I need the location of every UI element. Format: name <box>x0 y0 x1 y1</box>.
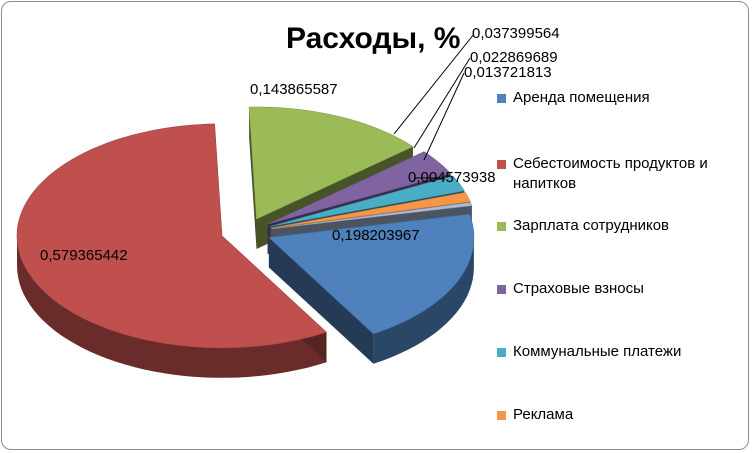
leader-line-insurance <box>393 33 475 135</box>
legend-label: Аренда помещения <box>513 89 650 106</box>
data-label-utilities: 0,022869689 <box>470 49 558 66</box>
legend-swatch <box>497 411 506 420</box>
data-label-insurance: 0,037399564 <box>472 25 560 42</box>
data-label-salaries: 0,143865587 <box>250 81 338 98</box>
legend-swatch <box>497 348 506 357</box>
pie-slice-utilities <box>269 175 465 227</box>
pie-slice-advertising <box>270 192 471 229</box>
pie-slice-cost-of-goods <box>16 123 328 349</box>
pie-edge-rent <box>268 237 374 364</box>
leader-line-advertising <box>423 72 465 161</box>
leader-lines <box>393 33 475 179</box>
pie-side-cost-of-goods <box>17 235 327 378</box>
legend-label: Себестоимость продуктов и напитков <box>513 155 708 192</box>
pie-slice-salaries <box>248 106 414 220</box>
data-label-rent: 0,198203967 <box>332 227 420 244</box>
legend-swatch <box>497 160 506 169</box>
data-labels: 0,198203967 0,579365442 0,143865587 0,03739… <box>40 25 560 264</box>
legend-label: Реклама <box>513 406 574 423</box>
data-label-other: 0,004573938 <box>408 169 496 186</box>
legend-label: Страховые взносы <box>513 280 644 297</box>
pie-slice-rent <box>268 213 475 335</box>
legend-label: Коммунальные платежи <box>513 343 682 360</box>
legend-swatch <box>497 222 506 231</box>
leader-line-utilities <box>413 57 471 149</box>
pie-slice-other <box>271 202 473 230</box>
legend-label: Зарплата сотрудников <box>513 217 670 234</box>
legend-swatch <box>497 94 506 103</box>
data-label-advertising: 0,013721813 <box>464 64 552 81</box>
pie-tops <box>16 106 475 349</box>
legend-swatch <box>497 285 506 294</box>
data-label-cost-of-goods: 0,579365442 <box>40 247 128 264</box>
pie-edge-salaries <box>249 107 257 249</box>
chart-title: Расходы, % <box>286 22 461 55</box>
pie-side-rent <box>373 237 474 364</box>
pie-slice-insurance <box>267 151 452 225</box>
